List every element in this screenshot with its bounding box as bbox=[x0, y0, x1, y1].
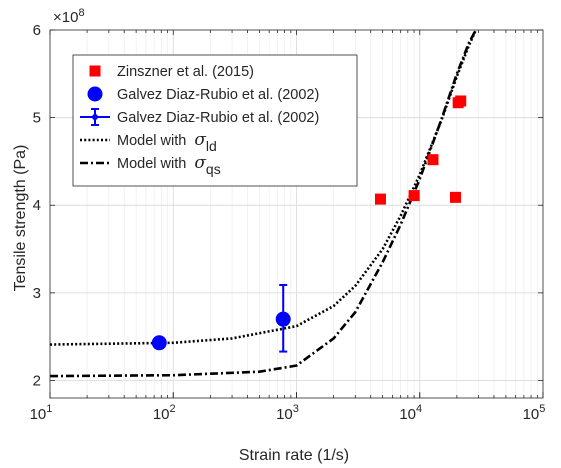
legend-label: Galvez Diaz-Rubio et al. (2002) bbox=[117, 87, 319, 103]
legend-label-name: Zinszner et al. (2015) bbox=[117, 64, 254, 80]
x-tick-base: 10 bbox=[276, 406, 293, 423]
legend-label-symbol: σ bbox=[194, 153, 206, 173]
x-axis-title: Strain rate (1/s) bbox=[239, 447, 349, 464]
model-curve-qs bbox=[50, 30, 477, 378]
legend-label: Model with σld bbox=[117, 130, 217, 154]
data-point-square bbox=[427, 154, 439, 166]
x-axis: 101 102 103 104 105 bbox=[30, 30, 546, 423]
y-tick-label: 6 bbox=[33, 22, 41, 39]
x-tick-label: 104 bbox=[399, 403, 422, 423]
data-point-square bbox=[455, 95, 467, 107]
data-point-square bbox=[449, 191, 461, 203]
x-tick-label: 101 bbox=[30, 403, 53, 423]
legend-box bbox=[72, 54, 358, 187]
data-point-circle bbox=[275, 311, 291, 327]
series-layer bbox=[50, 30, 477, 378]
x-tick-label: 103 bbox=[276, 403, 299, 423]
y-tick-label: 5 bbox=[33, 110, 41, 127]
legend-label-symbol: σ bbox=[194, 130, 206, 150]
legend-swatch-dot bbox=[92, 114, 98, 120]
x-tick-label: 102 bbox=[153, 403, 176, 423]
data-point-circle bbox=[151, 335, 167, 351]
legend-label: Zinszner et al. (2015) bbox=[117, 64, 254, 80]
legend-swatch-square bbox=[89, 65, 101, 77]
y-tick-label: 4 bbox=[33, 197, 41, 214]
x-tick-base: 10 bbox=[30, 406, 47, 423]
x-tick-exponent: 3 bbox=[293, 403, 299, 415]
legend-label-name: Galvez Diaz-Rubio et al. (2002) bbox=[117, 87, 319, 103]
x-tick-exponent: 5 bbox=[539, 403, 545, 415]
data-point-square bbox=[408, 190, 420, 202]
legend-label-subscript: ld bbox=[206, 138, 217, 154]
x-tick-exponent: 2 bbox=[170, 403, 176, 415]
x-tick-base: 10 bbox=[153, 406, 170, 423]
y-axis: 2 3 4 5 6 bbox=[33, 22, 543, 389]
x-tick-base: 10 bbox=[399, 406, 416, 423]
x-tick-base: 10 bbox=[523, 406, 540, 423]
model-curve-ld bbox=[50, 30, 477, 346]
legend-label-subscript: qs bbox=[206, 161, 221, 177]
x-tick-exponent: 1 bbox=[46, 403, 52, 415]
legend-label-name: Model with bbox=[117, 133, 186, 149]
legend-label: Model with σqs bbox=[117, 153, 221, 177]
data-point-square bbox=[374, 193, 386, 205]
legend-label-name: Galvez Diaz-Rubio et al. (2002) bbox=[117, 110, 319, 126]
y-axis-title: Tensile strength (Pa) bbox=[12, 145, 29, 292]
x-tick-label: 105 bbox=[523, 403, 546, 423]
y-tick-label: 3 bbox=[33, 285, 41, 302]
y-tick-label: 2 bbox=[33, 372, 41, 389]
x-tick-exponent: 4 bbox=[416, 403, 422, 415]
y-exponent-label: ×108 bbox=[53, 7, 85, 26]
legend-label: Galvez Diaz-Rubio et al. (2002) bbox=[117, 110, 319, 126]
legend-swatch-circle bbox=[87, 86, 103, 102]
legend: Zinszner et al. (2015) Galvez Diaz-Rubio … bbox=[72, 54, 358, 187]
legend-label-name: Model with bbox=[117, 156, 186, 172]
